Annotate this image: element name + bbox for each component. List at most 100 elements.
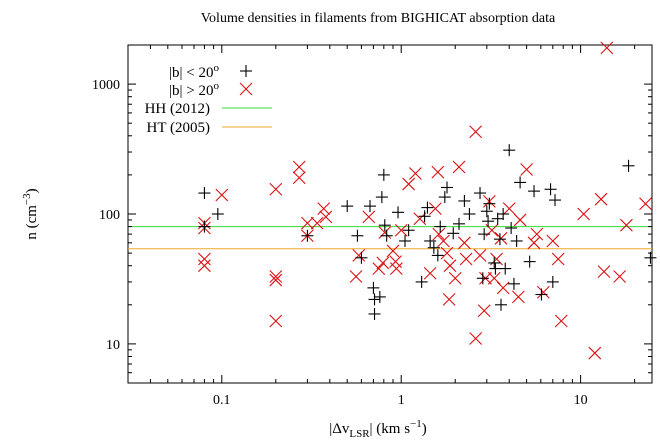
data-point-plus: [418, 210, 431, 223]
data-point-x: [594, 192, 608, 206]
legend-label-ht-2005: HT (2005): [147, 120, 210, 136]
data-point-plus: [549, 194, 562, 207]
data-point-x: [600, 41, 614, 55]
y-tick-label: 100: [99, 208, 120, 223]
x-tick-label: 10: [574, 393, 588, 408]
data-point-plus: [441, 181, 454, 194]
data-point-plus: [495, 298, 508, 311]
data-point-plus: [523, 255, 536, 268]
data-point-x: [269, 182, 283, 196]
data-point-x: [620, 218, 633, 232]
data-point-x: [362, 210, 376, 224]
y-axis-label: n (cm−3): [21, 188, 40, 239]
data-point-x: [317, 202, 331, 216]
series-b-less-20: [198, 144, 657, 320]
legend-symbol-x: [239, 82, 253, 96]
data-point-x: [597, 265, 611, 279]
data-point-x: [431, 165, 445, 179]
legend-label-hh-2012: HH (2012): [145, 101, 210, 117]
data-point-plus: [535, 288, 548, 301]
data-point-x: [292, 171, 306, 185]
data-point-plus: [392, 206, 405, 219]
data-point-plus: [497, 208, 510, 220]
data-point-plus: [480, 205, 493, 218]
data-point-x: [319, 210, 333, 224]
data-point-plus: [380, 229, 393, 242]
data-point-x: [588, 346, 602, 360]
data-point-x: [520, 163, 533, 176]
data-point-x: [536, 285, 550, 299]
data-point-plus: [491, 212, 504, 225]
data-point-x: [386, 244, 400, 258]
data-point-x: [402, 177, 416, 191]
data-point-x: [269, 270, 283, 283]
data-point-plus: [622, 159, 635, 172]
data-point-plus: [447, 227, 460, 240]
data-point-plus: [476, 272, 489, 285]
data-point-plus: [355, 251, 368, 264]
data-point-x: [530, 227, 544, 241]
data-point-x: [551, 252, 565, 266]
data-point-x: [413, 212, 427, 226]
data-point-plus: [351, 229, 364, 242]
data-point-plus: [431, 249, 444, 262]
data-point-x: [577, 207, 591, 221]
data-point-plus: [364, 200, 377, 213]
data-point-plus: [198, 187, 211, 200]
data-point-plus: [424, 234, 437, 247]
data-point-plus: [514, 176, 527, 189]
data-point-plus: [546, 275, 559, 288]
data-point-plus: [644, 251, 657, 264]
data-point-plus: [488, 256, 501, 269]
data-point-x: [301, 216, 314, 230]
data-point-x: [423, 266, 437, 280]
data-point-plus: [499, 262, 512, 275]
data-point-plus: [453, 217, 466, 230]
data-point-plus: [377, 168, 390, 181]
data-point-x: [428, 202, 442, 216]
data-point-x: [452, 160, 466, 174]
data-point-x: [198, 259, 211, 273]
data-point-plus: [438, 191, 451, 204]
data-point-plus: [505, 222, 518, 235]
data-point-x: [613, 270, 627, 283]
data-point-plus: [198, 220, 211, 233]
data-point-plus: [503, 144, 516, 157]
data-point-plus: [427, 241, 440, 254]
data-point-plus: [368, 293, 381, 306]
data-point-plus: [375, 191, 388, 204]
data-point-x: [502, 202, 516, 216]
data-point-plus: [463, 208, 476, 220]
x-tick-label: 1: [398, 393, 405, 408]
x-axis-label: |ΔvLSR| (km s−1): [329, 418, 427, 440]
data-point-plus: [341, 200, 354, 213]
data-point-plus: [415, 275, 428, 288]
data-point-x: [215, 188, 229, 202]
data-point-plus: [378, 219, 391, 232]
data-point-plus: [458, 194, 471, 207]
legend: |b| < 20o |b| > 20o HH (2012) HT (2005): [145, 62, 272, 136]
series-b-greater-20: [198, 41, 652, 360]
data-point-x: [437, 234, 450, 248]
data-point-x: [292, 160, 306, 174]
legend-marker-plus: [240, 65, 252, 77]
data-point-x: [432, 227, 446, 241]
data-point-x: [448, 271, 462, 285]
data-point-x: [458, 236, 471, 250]
data-point-x: [554, 314, 568, 328]
data-point-plus: [421, 201, 434, 214]
data-point-plus: [493, 233, 506, 246]
y-tick-label: 10: [106, 338, 120, 353]
data-point-x: [409, 167, 422, 180]
x-tick-label: 0.1: [213, 393, 231, 408]
data-point-x: [473, 249, 487, 262]
data-point-plus: [510, 234, 523, 247]
data-point-plus: [482, 215, 495, 228]
data-point-x: [389, 262, 403, 275]
data-point-x: [527, 236, 541, 250]
data-point-plus: [368, 307, 381, 320]
data-point-x: [378, 226, 392, 239]
legend-label-b-less-20: |b| < 20o: [169, 62, 219, 81]
data-point-plus: [434, 220, 447, 233]
